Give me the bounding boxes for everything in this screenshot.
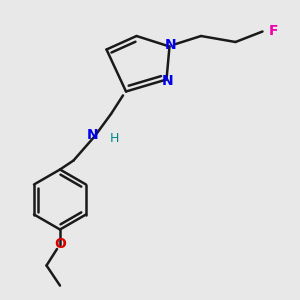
Text: N: N [165,38,177,52]
Text: F: F [268,24,278,38]
Text: N: N [87,128,99,142]
Text: H: H [109,131,119,145]
Text: N: N [162,74,174,88]
Text: O: O [54,238,66,251]
